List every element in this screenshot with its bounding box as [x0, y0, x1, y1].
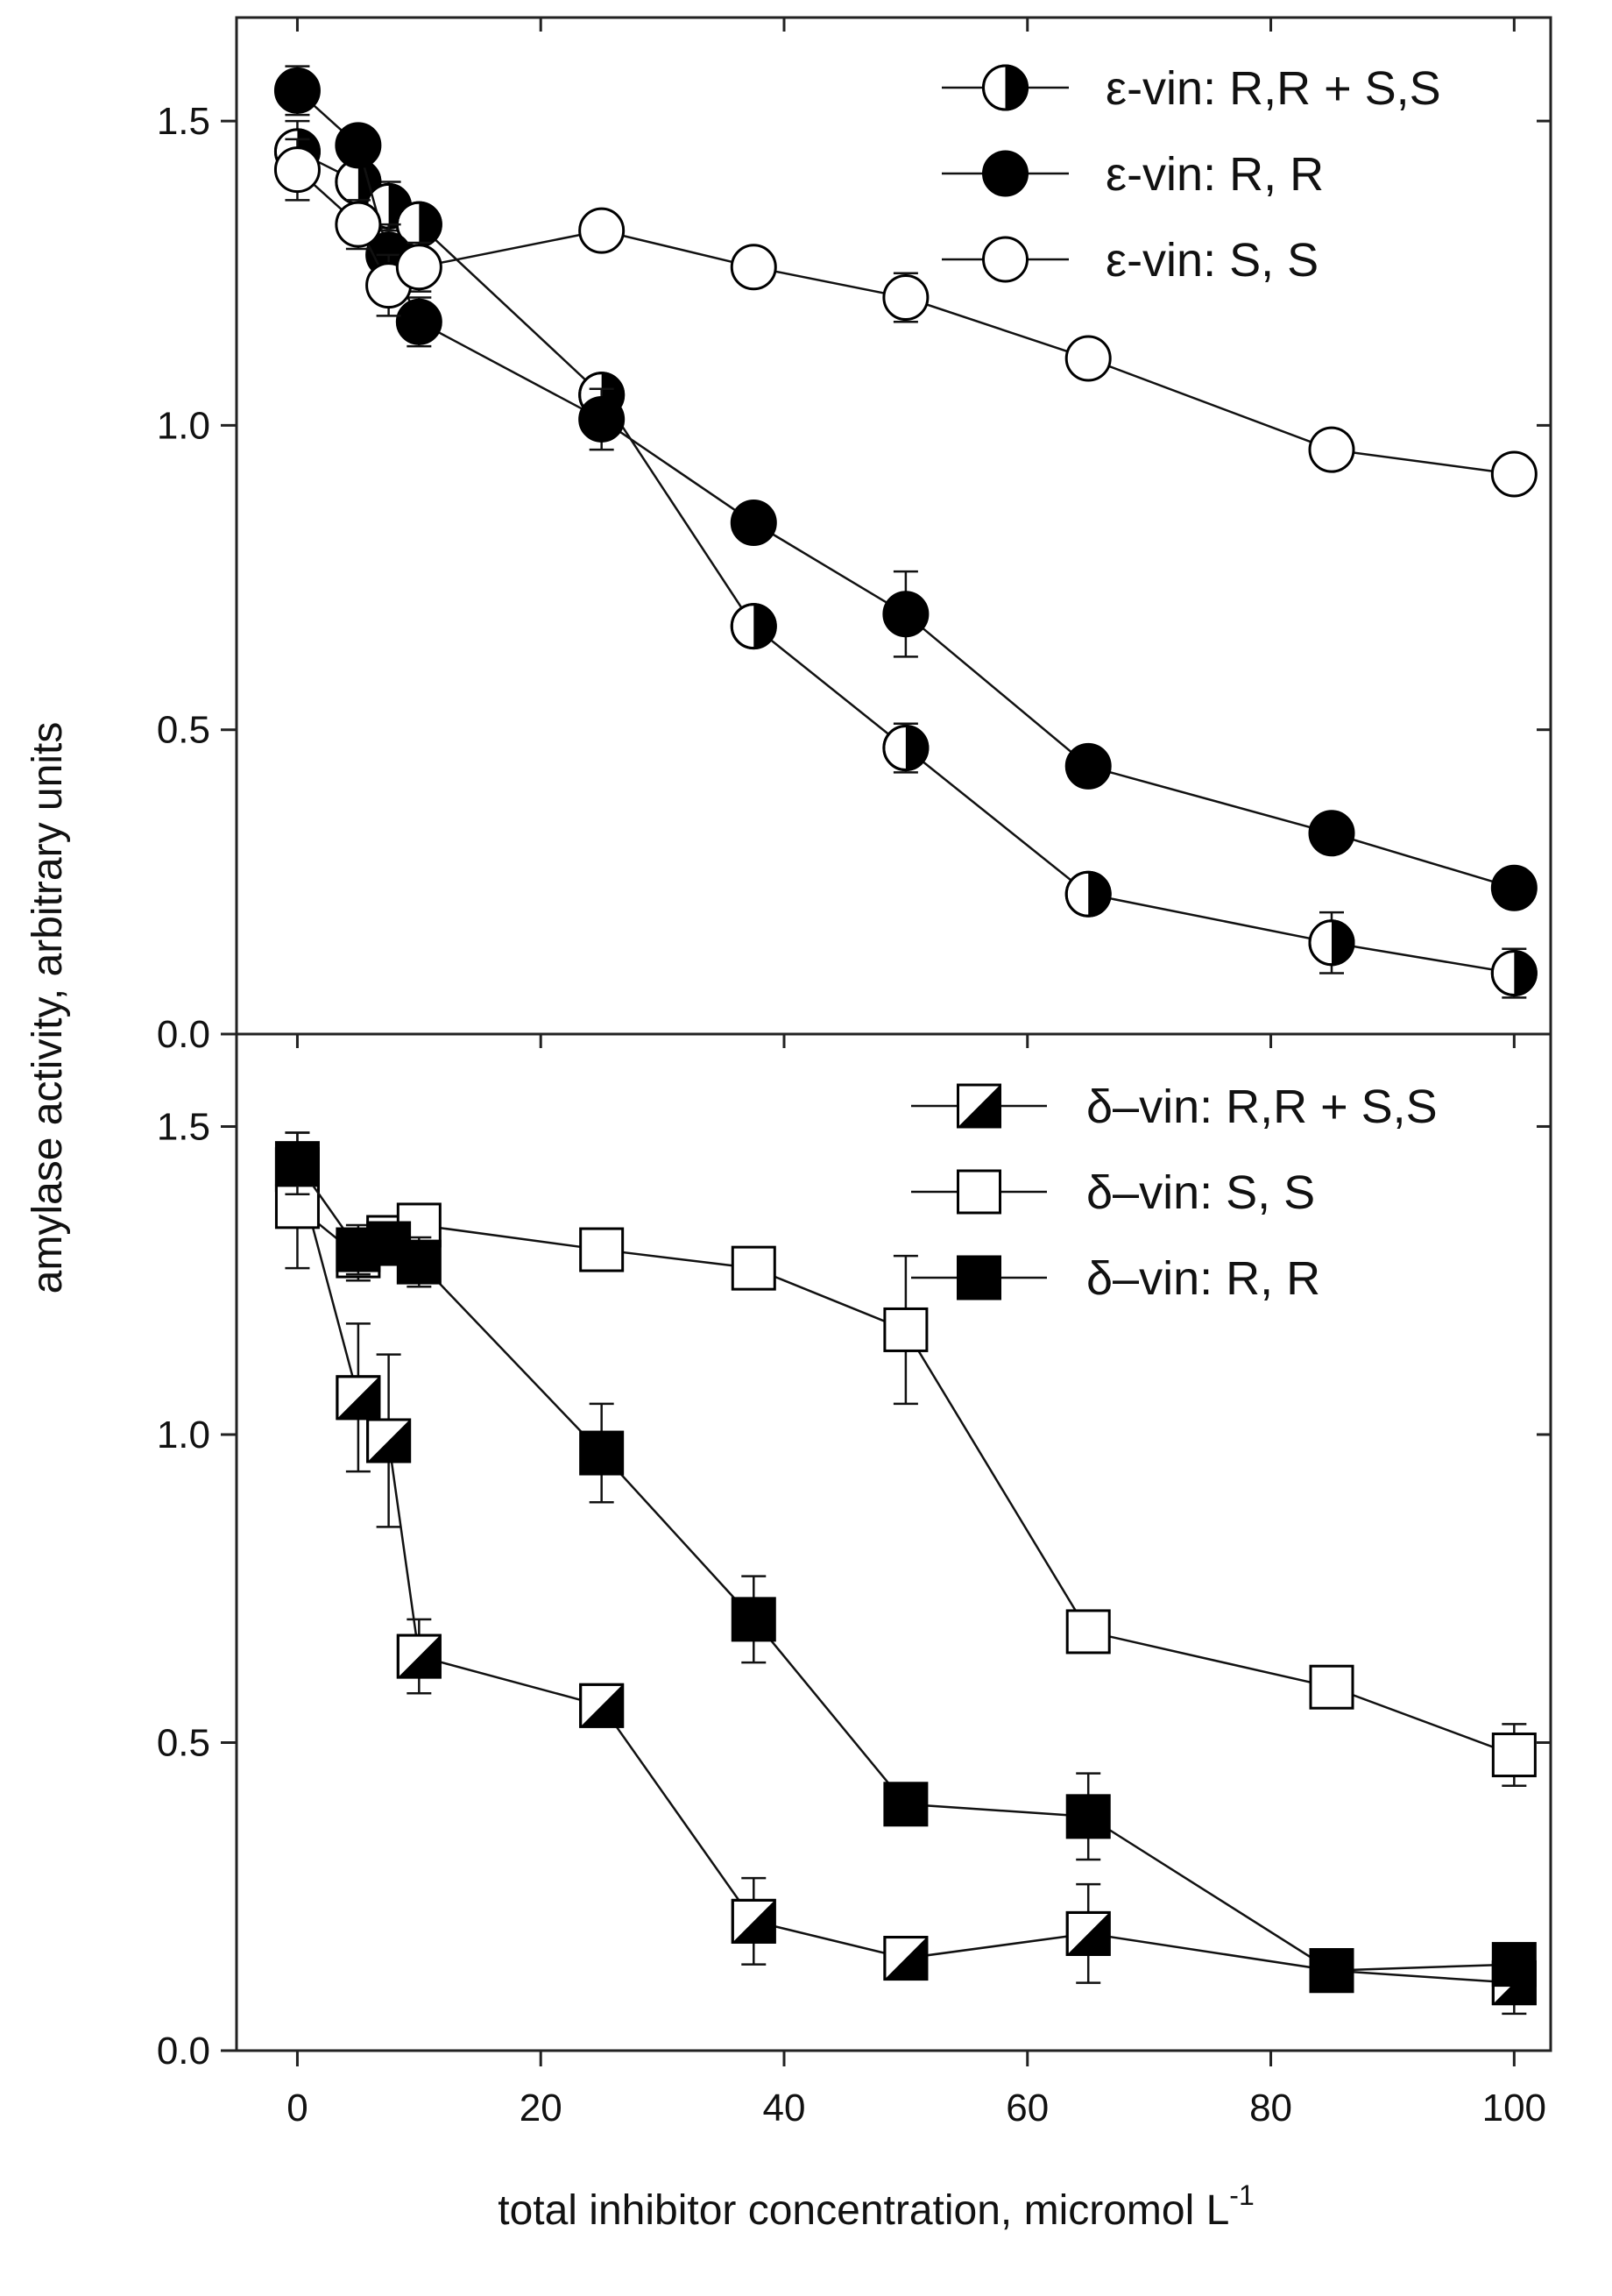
top-panel-series	[273, 65, 1538, 999]
y-tick-label-bottom-1: 0.5	[157, 1721, 210, 1764]
data-point-bottom-0-2	[366, 1418, 412, 1463]
data-point-bottom-2-0	[274, 1141, 320, 1187]
series-line-top-2	[296, 168, 1515, 476]
legend-label-bottom-1: δ–vin: S, S	[1086, 1166, 1315, 1219]
data-point-bottom-0-5	[731, 1898, 776, 1944]
data-point-bottom-2-5	[731, 1597, 776, 1642]
data-point-top-2-9	[1490, 450, 1538, 498]
x-tick-labels: 0 20 40 60 80 100	[286, 2087, 1546, 2129]
legend-marker-top-0	[982, 64, 1029, 111]
data-point-top-2-6	[882, 274, 930, 322]
x-axis-label: total inhibitor concentration, micromol …	[498, 2179, 1255, 2234]
data-point-bottom-1-5	[731, 1245, 776, 1291]
x-tick-label-5: 100	[1482, 2087, 1546, 2129]
data-point-top-2-1	[335, 201, 382, 248]
data-point-bottom-1-7	[1065, 1609, 1111, 1655]
data-point-bottom-1-8	[1309, 1664, 1354, 1710]
legend-entry-bottom-2: δ–vin: R, R	[911, 1252, 1320, 1305]
legend-marker-bottom-2	[957, 1255, 1001, 1300]
bottom-panel-y-tick-labels: 0.0 0.5 1.0 1.5	[157, 1105, 210, 2073]
data-point-bottom-1-4	[579, 1227, 625, 1272]
data-point-top-1-7	[1064, 742, 1112, 790]
bottom-panel-ticks	[221, 1034, 1551, 2066]
legend-entry-bottom-1: δ–vin: S, S	[911, 1166, 1315, 1219]
legend-label-top-2: ε-vin: S, S	[1106, 234, 1319, 287]
x-tick-label-0: 0	[286, 2087, 308, 2129]
bottom-panel-frame	[235, 1032, 1552, 2052]
legend-marker-top-1	[982, 150, 1029, 197]
data-point-top-0-7	[1064, 870, 1112, 918]
data-point-top-2-5	[730, 244, 777, 291]
x-tick-label-3: 60	[1006, 2087, 1049, 2129]
data-point-top-1-0	[273, 67, 321, 114]
data-point-top-1-8	[1308, 810, 1355, 857]
legend-label-bottom-0: δ–vin: R,R + S,S	[1086, 1081, 1438, 1133]
legend-entry-top-2: ε-vin: S, S	[942, 234, 1319, 287]
series-bottom-2	[274, 1131, 1537, 1994]
data-point-bottom-2-9	[1491, 1942, 1537, 1988]
data-point-bottom-0-4	[579, 1683, 625, 1728]
series-top-2	[273, 138, 1538, 498]
x-axis-label-text: total inhibitor concentration, micromol …	[498, 2187, 1229, 2234]
data-point-bottom-0-7	[1065, 1910, 1111, 1956]
bottom-panel: 0.0 0.5 1.0 1.5 0 20 40 60 80 100 δ–vin: R,R + S…	[157, 1032, 1552, 2129]
y-tick-label-bottom-2: 1.0	[157, 1414, 210, 1456]
y-tick-label-top-3: 1.5	[157, 100, 210, 143]
x-tick-label-1: 20	[520, 2087, 562, 2129]
data-point-bottom-2-6	[883, 1782, 929, 1827]
data-point-top-2-7	[1064, 335, 1112, 382]
top-panel-y-tick-labels: 0.0 0.5 1.0 1.5	[157, 100, 210, 1056]
bottom-panel-legend: δ–vin: R,R + S,S δ–vin: S, S δ–vin: R, R	[911, 1081, 1438, 1305]
data-point-top-2-4	[578, 207, 626, 254]
y-axis-label: amylase activity, arbitrary units	[25, 722, 71, 1294]
y-tick-label-top-1: 0.5	[157, 709, 210, 752]
top-panel-ticks	[221, 18, 1551, 1036]
x-axis-label-superscript: -1	[1229, 2179, 1254, 2211]
data-point-bottom-2-4	[579, 1430, 625, 1476]
data-point-top-1-5	[730, 500, 777, 547]
legend-label-top-0: ε-vin: R,R + S,S	[1106, 62, 1441, 115]
data-point-bottom-1-9	[1491, 1733, 1537, 1778]
data-point-top-0-5	[730, 603, 777, 650]
data-point-top-0-9	[1490, 950, 1538, 997]
legend-entry-bottom-0: δ–vin: R,R + S,S	[911, 1081, 1438, 1133]
bottom-panel-series	[274, 1131, 1537, 2016]
legend-marker-bottom-1	[957, 1169, 1001, 1215]
legend-marker-top-2	[982, 236, 1029, 283]
data-point-bottom-2-7	[1065, 1794, 1111, 1839]
data-point-bottom-0-1	[336, 1375, 381, 1421]
y-tick-label-bottom-3: 1.5	[157, 1105, 210, 1148]
y-tick-label-bottom-0: 0.0	[157, 2030, 210, 2073]
top-panel-legend: ε-vin: R,R + S,S ε-vin: R, R ε-vin: S, S	[942, 62, 1441, 287]
data-point-bottom-0-6	[883, 1936, 929, 1981]
y-tick-label-top-0: 0.0	[157, 1013, 210, 1056]
data-point-top-1-9	[1490, 864, 1538, 911]
data-point-top-2-8	[1308, 426, 1355, 473]
data-point-bottom-2-8	[1309, 1948, 1354, 1994]
data-point-bottom-0-3	[396, 1633, 442, 1679]
x-tick-label-2: 40	[763, 2087, 806, 2129]
legend-label-top-1: ε-vin: R, R	[1106, 148, 1324, 201]
x-tick-label-4: 80	[1249, 2087, 1292, 2129]
data-point-top-1-3	[395, 298, 442, 345]
series-line-top-1	[296, 89, 1515, 889]
legend-label-bottom-2: δ–vin: R, R	[1086, 1252, 1320, 1305]
legend-entry-top-0: ε-vin: R,R + S,S	[942, 62, 1441, 115]
data-point-top-2-3	[395, 244, 442, 291]
series-top-1	[273, 65, 1538, 911]
data-point-top-2-0	[273, 146, 321, 194]
data-point-top-1-6	[882, 591, 930, 638]
top-panel: 0.0 0.5 1.0 1.5 ε-vin: R,R + S,S ε-vin: R, R…	[157, 16, 1552, 1056]
data-point-top-0-8	[1308, 919, 1355, 967]
legend-marker-bottom-0	[957, 1083, 1001, 1129]
data-point-top-1-4	[578, 395, 626, 443]
y-tick-label-top-2: 1.0	[157, 404, 210, 447]
data-point-top-0-6	[882, 725, 930, 772]
data-point-bottom-1-6	[883, 1307, 929, 1352]
legend-entry-top-1: ε-vin: R, R	[942, 148, 1324, 201]
data-point-top-1-1	[335, 122, 382, 169]
data-point-bottom-2-3	[396, 1239, 442, 1285]
